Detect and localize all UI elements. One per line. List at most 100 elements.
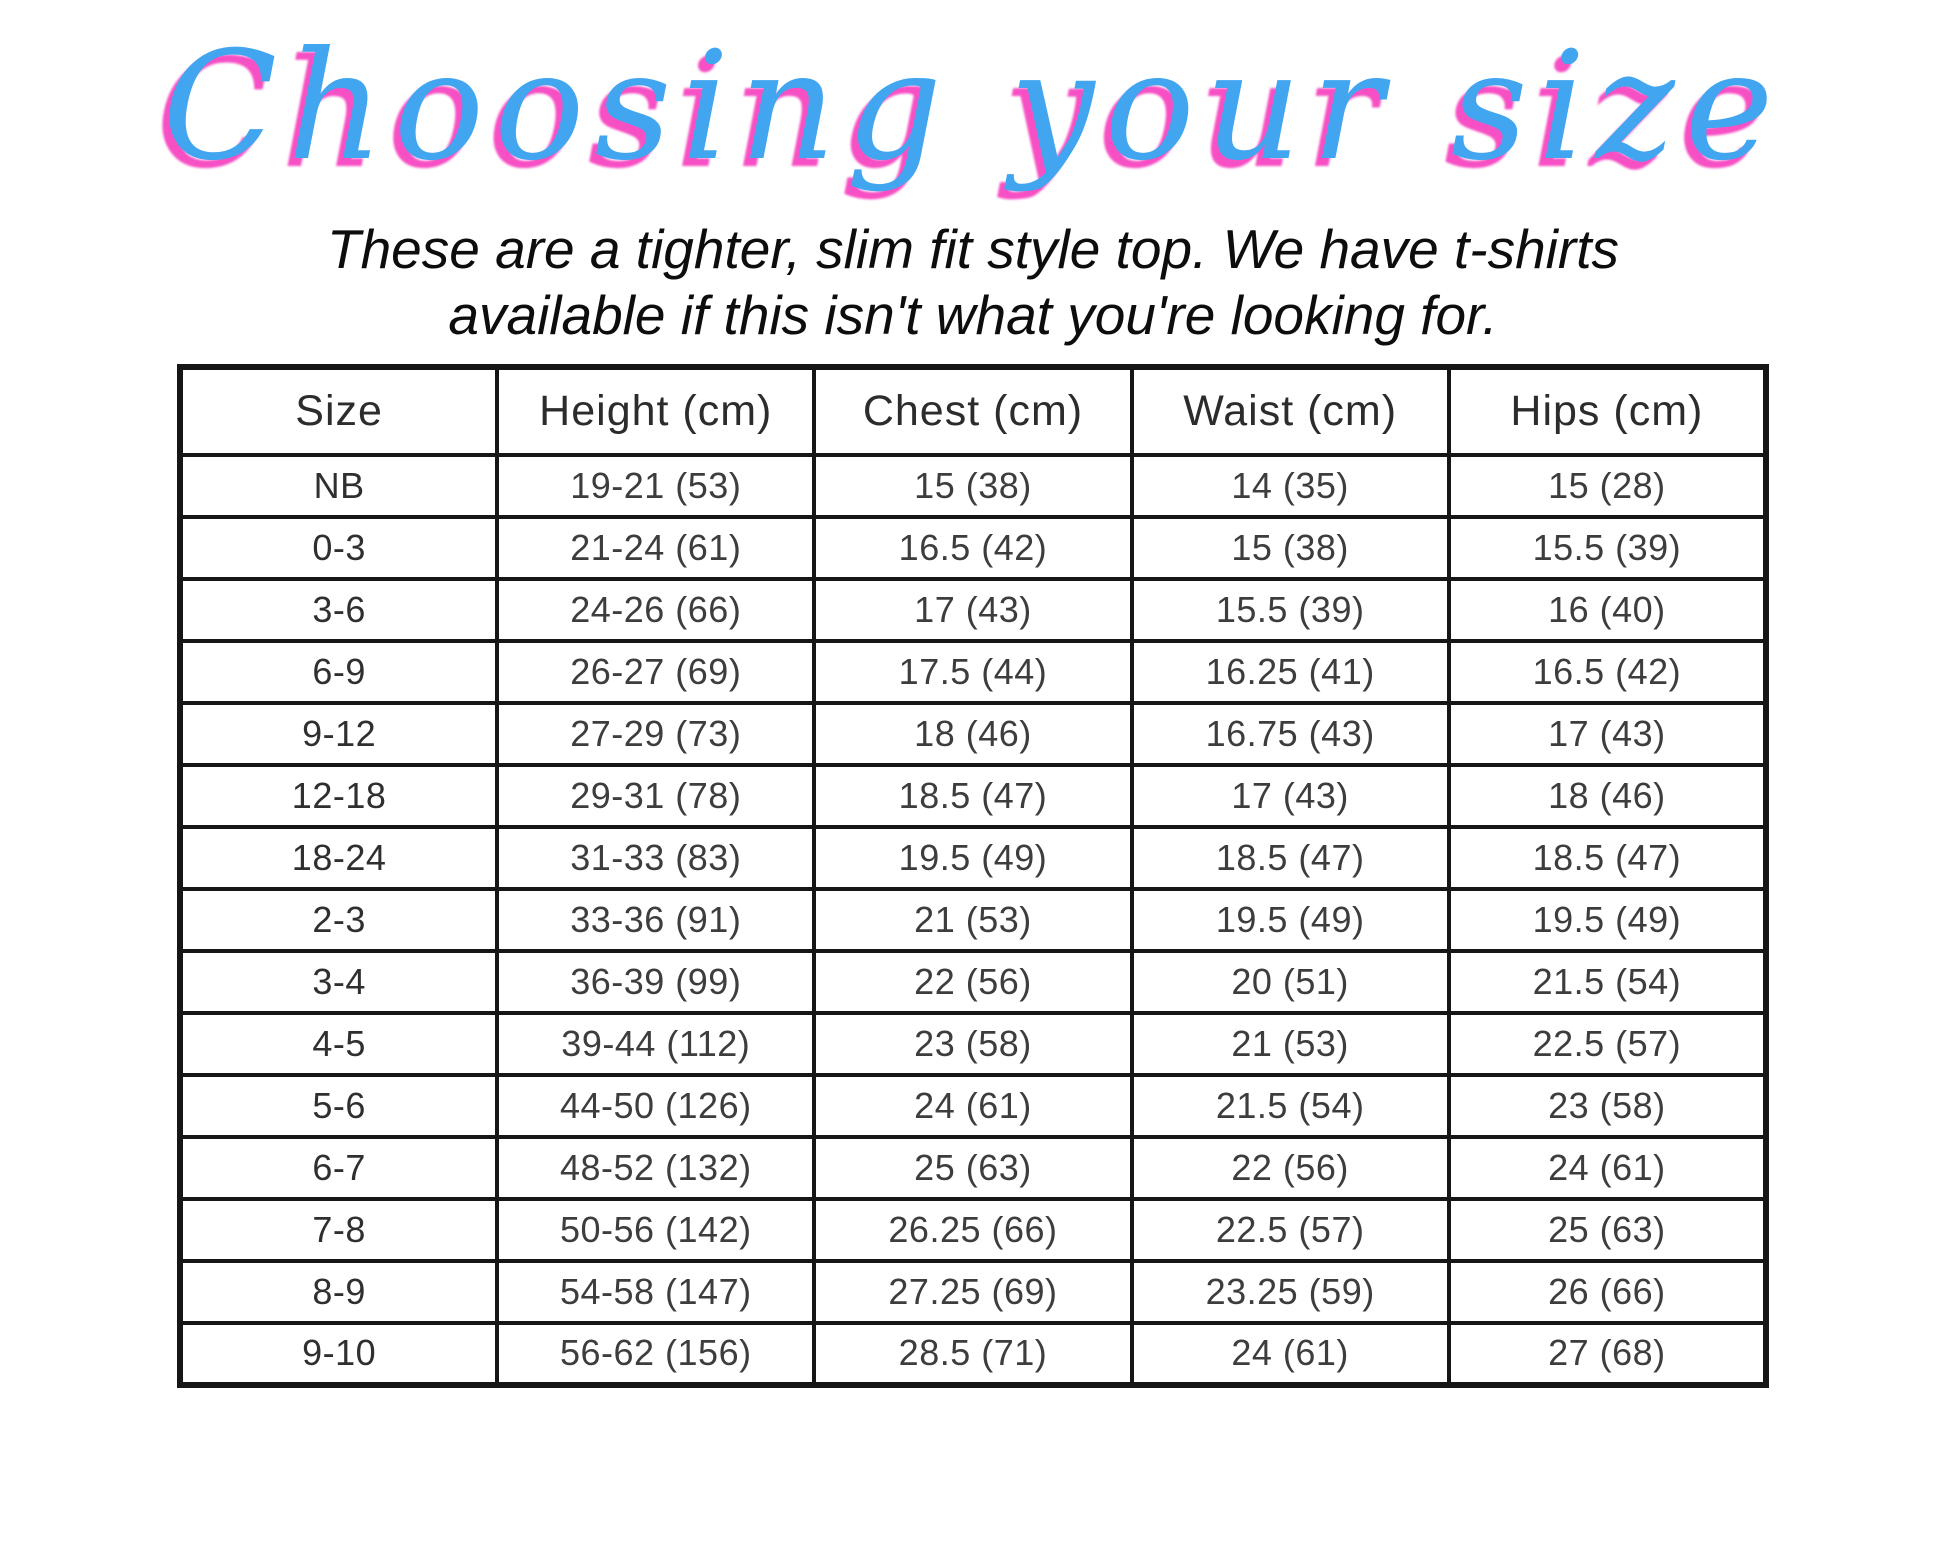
table-cell: 18.5 (47) <box>1129 824 1451 891</box>
table-cell: 18 (46) <box>1446 762 1769 829</box>
table-cell: 26.25 (66) <box>812 1196 1134 1263</box>
table-row: 0-3 21-24 (61) 16.5 (42) 15 (38) 15.5 (39) <box>177 514 1769 581</box>
table-cell: 28.5 (71) <box>812 1320 1134 1387</box>
table-cell: 27 (68) <box>1446 1320 1769 1387</box>
table-cell: 17 (43) <box>812 576 1134 643</box>
size-chart-header: Size Height (cm) Chest (cm) Waist (cm) Hips … <box>177 364 1769 457</box>
size-cell: 2-3 <box>177 886 500 953</box>
table-cell: 22 (56) <box>1129 1134 1451 1201</box>
table-cell: 15.5 (39) <box>1446 514 1769 581</box>
column-header: Hips (cm) <box>1446 364 1769 457</box>
table-row: 6-7 48-52 (132) 25 (63) 22 (56) 24 (61) <box>177 1134 1769 1201</box>
table-cell: 17.5 (44) <box>812 638 1134 705</box>
size-cell: 4-5 <box>177 1010 500 1077</box>
size-cell: 12-18 <box>177 762 500 829</box>
table-cell: 23.25 (59) <box>1129 1258 1451 1325</box>
table-cell: 15.5 (39) <box>1129 576 1451 643</box>
table-cell: 39-44 (112) <box>495 1010 817 1077</box>
size-chart-body: NB 19-21 (53) 15 (38) 14 (35) 15 (28) 0-3 21-2… <box>177 452 1769 1387</box>
table-cell: 21.5 (54) <box>1129 1072 1451 1139</box>
table-row: 3-6 24-26 (66) 17 (43) 15.5 (39) 16 (40) <box>177 576 1769 643</box>
table-cell: 21 (53) <box>1129 1010 1451 1077</box>
size-cell: NB <box>177 452 500 519</box>
size-cell: 9-10 <box>177 1320 500 1387</box>
table-row: 6-9 26-27 (69) 17.5 (44) 16.25 (41) 16.5 (42… <box>177 638 1769 705</box>
table-cell: 24 (61) <box>812 1072 1134 1139</box>
size-cell: 5-6 <box>177 1072 500 1139</box>
table-cell: 15 (38) <box>1129 514 1451 581</box>
table-cell: 29-31 (78) <box>495 762 817 829</box>
table-cell: 24 (61) <box>1129 1320 1451 1387</box>
table-cell: 20 (51) <box>1129 948 1451 1015</box>
table-cell: 14 (35) <box>1129 452 1451 519</box>
table-cell: 21-24 (61) <box>495 514 817 581</box>
table-cell: 54-58 (147) <box>495 1258 817 1325</box>
table-cell: 48-52 (132) <box>495 1134 817 1201</box>
table-cell: 26 (66) <box>1446 1258 1769 1325</box>
table-cell: 16.5 (42) <box>1446 638 1769 705</box>
table-cell: 19-21 (53) <box>495 452 817 519</box>
size-cell: 3-6 <box>177 576 500 643</box>
size-cell: 18-24 <box>177 824 500 891</box>
table-cell: 27.25 (69) <box>812 1258 1134 1325</box>
table-cell: 19.5 (49) <box>1446 886 1769 953</box>
table-row: 3-4 36-39 (99) 22 (56) 20 (51) 21.5 (54) <box>177 948 1769 1015</box>
table-cell: 16.25 (41) <box>1129 638 1451 705</box>
table-row: NB 19-21 (53) 15 (38) 14 (35) 15 (28) <box>177 452 1769 519</box>
table-cell: 24-26 (66) <box>495 576 817 643</box>
table-cell: 33-36 (91) <box>495 886 817 953</box>
table-cell: 21 (53) <box>812 886 1134 953</box>
table-cell: 25 (63) <box>1446 1196 1769 1263</box>
table-cell: 17 (43) <box>1129 762 1451 829</box>
table-row: 4-5 39-44 (112) 23 (58) 21 (53) 22.5 (57) <box>177 1010 1769 1077</box>
size-cell: 7-8 <box>177 1196 500 1263</box>
table-cell: 19.5 (49) <box>812 824 1134 891</box>
table-cell: 36-39 (99) <box>495 948 817 1015</box>
table-row: 7-8 50-56 (142) 26.25 (66) 22.5 (57) 25 (63) <box>177 1196 1769 1263</box>
column-header: Waist (cm) <box>1129 364 1451 457</box>
table-cell: 16 (40) <box>1446 576 1769 643</box>
header-row: Size Height (cm) Chest (cm) Waist (cm) Hips … <box>177 364 1769 457</box>
table-cell: 15 (38) <box>812 452 1134 519</box>
size-cell: 6-7 <box>177 1134 500 1201</box>
size-chart-table: Size Height (cm) Chest (cm) Waist (cm) Hips … <box>177 363 1769 1388</box>
table-cell: 18 (46) <box>812 700 1134 767</box>
size-cell: 9-12 <box>177 700 500 767</box>
table-cell: 19.5 (49) <box>1129 886 1451 953</box>
page-title: Choosing your size <box>162 20 1784 194</box>
size-cell: 3-4 <box>177 948 500 1015</box>
table-cell: 25 (63) <box>812 1134 1134 1201</box>
table-cell: 22.5 (57) <box>1129 1196 1451 1263</box>
table-cell: 18.5 (47) <box>812 762 1134 829</box>
table-cell: 15 (28) <box>1446 452 1769 519</box>
table-row: 12-18 29-31 (78) 18.5 (47) 17 (43) 18 (46) <box>177 762 1769 829</box>
table-cell: 27-29 (73) <box>495 700 817 767</box>
table-row: 18-24 31-33 (83) 19.5 (49) 18.5 (47) 18.5 (4… <box>177 824 1769 891</box>
table-row: 9-12 27-29 (73) 18 (46) 16.75 (43) 17 (43) <box>177 700 1769 767</box>
table-cell: 56-62 (156) <box>495 1320 817 1387</box>
column-header: Height (cm) <box>495 364 817 457</box>
table-cell: 26-27 (69) <box>495 638 817 705</box>
subtitle: These are a tighter, slim fit style top.… <box>0 216 1946 348</box>
table-cell: 44-50 (126) <box>495 1072 817 1139</box>
table-cell: 16.75 (43) <box>1129 700 1451 767</box>
table-cell: 23 (58) <box>1446 1072 1769 1139</box>
table-row: 8-9 54-58 (147) 27.25 (69) 23.25 (59) 26 (66… <box>177 1258 1769 1325</box>
size-cell: 8-9 <box>177 1258 500 1325</box>
size-cell: 0-3 <box>177 514 500 581</box>
table-cell: 24 (61) <box>1446 1134 1769 1201</box>
subtitle-line-1: These are a tighter, slim fit style top.… <box>327 217 1619 280</box>
table-cell: 23 (58) <box>812 1010 1134 1077</box>
table-cell: 31-33 (83) <box>495 824 817 891</box>
table-row: 2-3 33-36 (91) 21 (53) 19.5 (49) 19.5 (49) <box>177 886 1769 953</box>
table-row: 9-10 56-62 (156) 28.5 (71) 24 (61) 27 (68) <box>177 1320 1769 1387</box>
table-cell: 22 (56) <box>812 948 1134 1015</box>
table-cell: 18.5 (47) <box>1446 824 1769 891</box>
column-header: Size <box>177 364 500 457</box>
subtitle-line-2: available if this isn't what you're look… <box>448 283 1498 346</box>
column-header: Chest (cm) <box>812 364 1134 457</box>
table-cell: 22.5 (57) <box>1446 1010 1769 1077</box>
table-cell: 16.5 (42) <box>812 514 1134 581</box>
table-cell: 21.5 (54) <box>1446 948 1769 1015</box>
